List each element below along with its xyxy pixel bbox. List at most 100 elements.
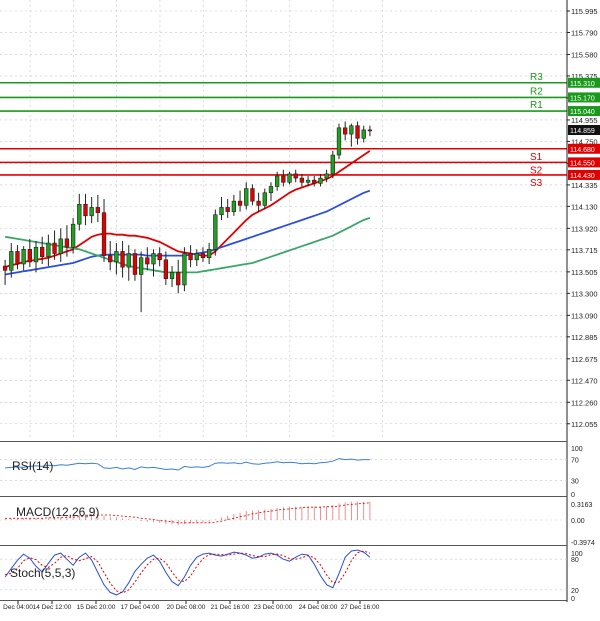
candle	[268, 182, 274, 202]
macd-title: MACD(12,26,9)	[16, 505, 99, 519]
candle-body	[176, 272, 181, 286]
candle	[250, 184, 255, 206]
candle	[275, 171, 280, 191]
candle-body	[138, 257, 144, 275]
time-tick-label: 20 Dec 08:00	[167, 604, 206, 611]
candle-body	[163, 259, 169, 279]
macd-signal-series-line	[5, 502, 370, 524]
candle-body	[58, 238, 63, 254]
candle-body	[89, 207, 94, 217]
pivot-level-r3-tag-text: 115.310	[570, 81, 595, 88]
candle-body	[70, 223, 76, 248]
candle-body	[40, 246, 45, 257]
candle	[151, 249, 156, 277]
candle-body	[293, 173, 298, 179]
macd-tick-label: 0.00	[571, 518, 585, 525]
candle	[120, 240, 125, 278]
candle	[312, 176, 317, 187]
stoch-lines	[4, 549, 371, 596]
stoch-title: Stoch(5,5,3)	[10, 566, 75, 580]
pivot-level-r1-label: R1	[530, 100, 543, 111]
candle-body	[213, 214, 218, 250]
candle-body	[21, 249, 26, 265]
candle	[219, 196, 224, 220]
candle	[324, 169, 329, 183]
candle-body	[225, 207, 230, 212]
candle-body	[27, 249, 32, 263]
candle	[244, 182, 249, 210]
candle	[58, 228, 63, 262]
candle-body	[9, 251, 14, 271]
candle	[101, 199, 107, 262]
candle-body	[305, 179, 311, 183]
time-tick-label: Dec 04:00	[3, 604, 33, 611]
stoch-series-line-k	[4, 549, 371, 596]
candle-body	[343, 127, 348, 135]
time-tick-label: 21 Dec 16:00	[211, 604, 250, 611]
price-tags: 115.310 115.170 115.040 114.680 114.550 114.4…	[568, 77, 600, 180]
macd-axis: 0.3163 0.00 -0.3974	[571, 502, 595, 547]
candle-body	[77, 203, 82, 225]
time-tick-label: 14 Dec 12:00	[33, 604, 72, 611]
pivot-level-r1-tag	[568, 106, 600, 117]
price-tick-label: 114.955	[571, 116, 598, 125]
candle	[27, 238, 32, 268]
candle-body	[108, 255, 113, 263]
pivot-level-s1-label: S1	[530, 152, 543, 163]
candle	[231, 194, 237, 216]
price-tick-label: 113.090	[571, 311, 598, 320]
candle-body	[46, 242, 51, 257]
pivot-level-s3-tag-text: 114.430	[570, 173, 595, 180]
candle-body	[275, 175, 280, 187]
candle	[200, 247, 206, 262]
candle	[33, 240, 39, 273]
candle	[145, 247, 150, 271]
candle	[182, 247, 187, 292]
candle-body	[268, 186, 274, 194]
candle	[293, 169, 298, 183]
candle	[108, 240, 113, 271]
candle	[126, 245, 131, 281]
rsi-tick-label: 70	[571, 458, 579, 465]
pivot-level-s2-tag	[568, 157, 600, 168]
price-tick-label: 115.790	[571, 28, 598, 37]
price-tick-label: 112.055	[571, 420, 598, 429]
price-panel: R3 R2 R1 S1 S2 S3 115.995 115.790 115.580 115.37…	[0, 0, 600, 602]
candle	[46, 234, 51, 267]
candle-body	[64, 238, 70, 248]
candle-body	[262, 192, 267, 206]
candle-body	[367, 129, 373, 132]
candle	[299, 173, 305, 187]
candle-body	[114, 251, 119, 263]
candle-body	[182, 253, 187, 286]
candle	[132, 249, 138, 281]
candle	[89, 196, 94, 224]
price-tick-label: 114.750	[571, 137, 598, 146]
stoch-series-line-d	[5, 550, 371, 594]
time-tick-label: 27 Dec 16:00	[341, 604, 380, 611]
candle	[213, 209, 218, 256]
candle	[77, 193, 82, 231]
pivot-level-r2-tag-text: 115.170	[570, 95, 595, 102]
time-tick-label: 23 Dec 00:00	[254, 604, 293, 611]
candle-body	[361, 129, 366, 139]
stoch-tick-label: 20	[571, 588, 579, 595]
candle-body	[132, 253, 138, 275]
last-price-tag	[568, 125, 600, 136]
candle	[343, 121, 348, 141]
rsi-tick-label: 100	[571, 446, 583, 453]
price-tick-label: 113.920	[571, 224, 598, 233]
rsi-tick-label: 0	[571, 492, 575, 499]
candle	[318, 173, 323, 187]
candle-body	[237, 200, 243, 206]
rsi-panel: 100 70 30 0 RSI(14)	[0, 446, 583, 499]
macd-panel: 0.3163 0.00 -0.3974 MACD(12,26,9)	[0, 501, 595, 547]
candle	[2, 259, 8, 285]
candle	[367, 125, 373, 137]
price-tick-label: 115.580	[571, 50, 598, 59]
candle-body	[200, 253, 206, 259]
price-tick-label: 114.335	[571, 181, 598, 190]
pivot-level-s3-tag	[568, 169, 600, 180]
pivot-level-r3-tag	[568, 77, 600, 88]
